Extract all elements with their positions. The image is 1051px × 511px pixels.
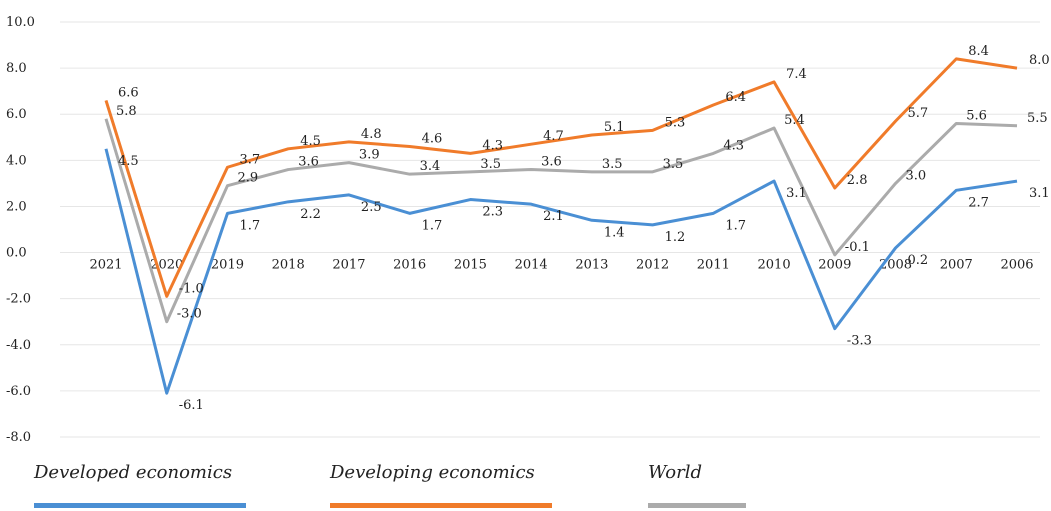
y-tick-label: 10.0 (6, 15, 35, 30)
data-label: 2.7 (968, 195, 989, 210)
y-tick-label: 2.0 (6, 199, 27, 214)
data-label: 5.6 (966, 108, 987, 123)
data-label: 3.5 (602, 157, 623, 172)
legend-swatch (648, 503, 746, 508)
data-label: 2.5 (361, 200, 382, 215)
x-tick-label: 2013 (575, 258, 608, 273)
data-label: 3.6 (541, 155, 562, 170)
data-label: -3.3 (847, 334, 872, 349)
grid-lines (60, 21, 1040, 438)
data-label: 1.7 (422, 218, 443, 233)
data-label: 8.4 (968, 44, 989, 59)
data-label: 4.5 (118, 154, 139, 169)
data-label: 8.0 (1029, 53, 1050, 68)
data-label: 6.4 (725, 90, 746, 105)
data-label: 5.8 (116, 104, 137, 119)
y-tick-label: -8.0 (6, 430, 31, 445)
x-tick-label: 2006 (1000, 258, 1033, 273)
x-tick-label: 2018 (272, 258, 305, 273)
y-tick-label: 6.0 (6, 107, 27, 122)
series-lines (104, 57, 1018, 395)
x-axis-ticks: 2021 2020 2019 2018 2017 2016 2015 2014 2013 2012… (89, 258, 1033, 273)
data-label: 7.4 (786, 67, 807, 82)
x-tick-label: 2014 (515, 258, 548, 273)
data-label: 2.2 (300, 207, 321, 222)
data-label: 3.1 (786, 186, 807, 201)
x-tick-label: 2017 (332, 258, 365, 273)
x-tick-label: 2011 (697, 258, 730, 273)
legend-swatch (330, 503, 552, 508)
y-tick-label: 8.0 (6, 61, 27, 76)
legend: Developed economics Developing economics W… (33, 462, 746, 508)
x-tick-label: 2012 (636, 258, 669, 273)
data-label: 5.3 (665, 115, 686, 130)
data-label: 3.5 (480, 157, 501, 172)
x-tick-label: 2010 (758, 258, 791, 273)
legend-swatch (34, 503, 246, 508)
data-label: 3.1 (1029, 186, 1050, 201)
x-tick-label: 2009 (818, 258, 851, 273)
data-label: 3.4 (420, 159, 441, 174)
data-label: 4.7 (543, 129, 564, 144)
legend-label: Developing economics (329, 462, 535, 483)
x-tick-label: 2021 (89, 258, 122, 273)
data-label: 5.4 (784, 113, 805, 128)
series-line-1 (104, 57, 1018, 298)
data-label: 1.2 (665, 230, 686, 245)
data-label: 3.7 (239, 152, 260, 167)
data-label: 5.5 (1027, 111, 1048, 126)
data-label: 2.8 (847, 173, 868, 188)
data-label: 5.1 (604, 120, 625, 135)
data-label: 3.5 (663, 157, 684, 172)
data-label: 1.7 (239, 218, 260, 233)
x-tick-label: 2007 (940, 258, 973, 273)
data-labels: 4.5 -6.1 1.7 2.2 2.5 1.7 2.3 2.1 1.4 1.2 1.7 3.1 -3.… (116, 44, 1050, 413)
data-label: 4.5 (300, 134, 321, 149)
data-label: 2.1 (543, 209, 564, 224)
data-label: 6.6 (118, 85, 139, 100)
data-label: 3.0 (906, 168, 927, 183)
data-label: 4.8 (361, 127, 382, 142)
series-line-2 (104, 118, 1018, 324)
x-tick-label: 2015 (454, 258, 487, 273)
data-label: -3.0 (177, 307, 202, 322)
y-tick-label: 0.0 (6, 246, 27, 261)
x-tick-label: 2019 (211, 258, 244, 273)
series-line-0 (104, 148, 1018, 395)
data-label: 4.3 (723, 138, 744, 153)
x-tick-label: 2016 (393, 258, 426, 273)
data-label: 4.6 (422, 132, 443, 147)
legend-label: Developed economics (33, 462, 232, 483)
y-tick-label: -2.0 (6, 292, 31, 307)
data-label: 3.9 (359, 148, 380, 163)
data-label: -6.1 (179, 398, 204, 413)
y-tick-label: -6.0 (6, 384, 31, 399)
data-label: 1.4 (604, 225, 625, 240)
data-label: 0.2 (908, 253, 929, 268)
data-label: 4.3 (482, 138, 503, 153)
data-label: 5.7 (908, 106, 929, 121)
y-axis-ticks: 10.0 8.0 6.0 4.0 2.0 0.0 -2.0 -4.0 -6.0 -8.0 (6, 15, 35, 445)
data-label: -1.0 (179, 281, 204, 296)
data-label: 2.9 (237, 171, 258, 186)
y-tick-label: 4.0 (6, 153, 27, 168)
data-label: -0.1 (845, 240, 870, 255)
data-label: 2.3 (482, 205, 503, 220)
legend-label: World (648, 462, 702, 483)
data-label: 1.7 (725, 218, 746, 233)
data-label: 3.6 (298, 155, 319, 170)
y-tick-label: -4.0 (6, 338, 31, 353)
